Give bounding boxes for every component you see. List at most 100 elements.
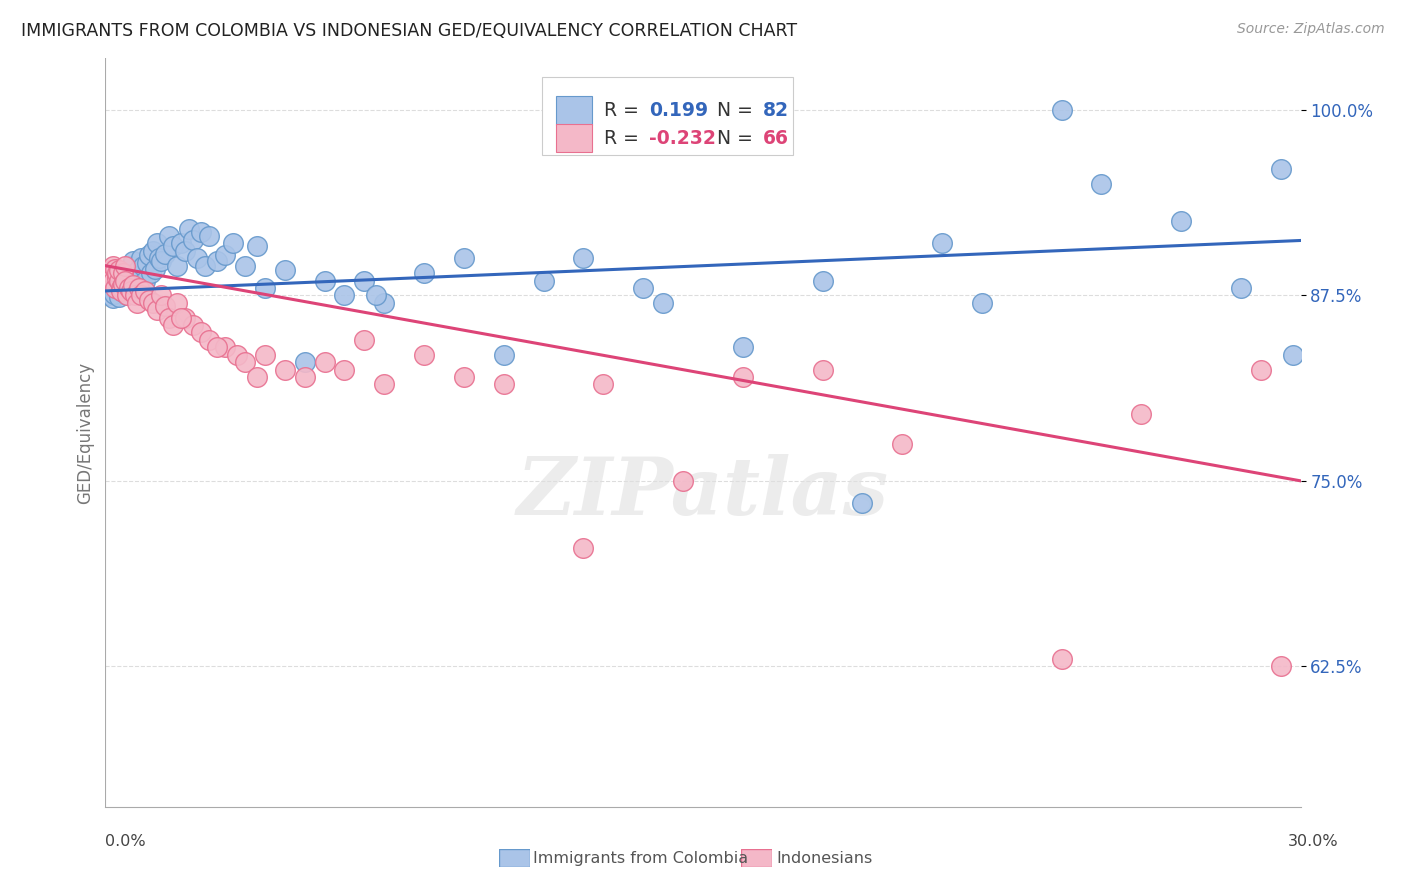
Point — [314, 274, 336, 288]
Point — [177, 221, 201, 235]
FancyBboxPatch shape — [555, 96, 592, 125]
Point — [98, 281, 121, 295]
Point — [166, 259, 188, 273]
Point — [134, 284, 156, 298]
Point — [194, 259, 217, 273]
Point — [148, 252, 170, 266]
Point — [108, 263, 131, 277]
Point — [366, 288, 388, 302]
Point — [1270, 659, 1292, 673]
Point — [633, 281, 655, 295]
Point — [150, 254, 173, 268]
Point — [101, 274, 124, 288]
Point — [492, 377, 515, 392]
Point — [273, 362, 295, 376]
Point — [150, 288, 173, 302]
Point — [110, 272, 132, 286]
Point — [153, 247, 177, 261]
Point — [592, 377, 614, 392]
Point — [142, 244, 165, 258]
FancyBboxPatch shape — [555, 124, 592, 153]
Point — [811, 274, 834, 288]
Point — [132, 259, 155, 273]
Point — [112, 266, 135, 280]
Point — [246, 239, 269, 253]
Point — [572, 252, 595, 266]
Point — [146, 236, 169, 251]
Text: IMMIGRANTS FROM COLOMBIA VS INDONESIAN GED/EQUIVALENCY CORRELATION CHART: IMMIGRANTS FROM COLOMBIA VS INDONESIAN G… — [21, 22, 797, 40]
Point — [170, 310, 193, 325]
Point — [153, 299, 177, 313]
Point — [205, 254, 228, 268]
Point — [413, 266, 436, 280]
Point — [104, 261, 127, 276]
Point — [294, 370, 316, 384]
Point — [246, 370, 269, 384]
Point — [731, 370, 754, 384]
Point — [121, 281, 143, 295]
Point — [174, 310, 197, 325]
Text: Source: ZipAtlas.com: Source: ZipAtlas.com — [1237, 22, 1385, 37]
Point — [205, 340, 228, 354]
Point — [98, 284, 121, 298]
Point — [214, 248, 236, 262]
Point — [157, 229, 180, 244]
Point — [124, 288, 146, 302]
Point — [1250, 362, 1272, 376]
Point — [222, 236, 245, 251]
Point — [127, 277, 149, 292]
Point — [107, 274, 129, 288]
Point — [118, 282, 141, 296]
Point — [413, 348, 436, 362]
Point — [101, 291, 124, 305]
Point — [353, 333, 375, 347]
Text: Indonesians: Indonesians — [776, 851, 872, 865]
Point — [186, 252, 208, 266]
Point — [118, 281, 141, 295]
Point — [233, 355, 256, 369]
Point — [112, 277, 135, 291]
Point — [96, 274, 118, 288]
Point — [1050, 103, 1073, 117]
Point — [117, 288, 139, 302]
Point — [124, 274, 146, 288]
Point — [100, 263, 122, 277]
Y-axis label: GED/Equivalency: GED/Equivalency — [76, 361, 94, 504]
Point — [120, 284, 142, 298]
Point — [273, 263, 295, 277]
Point — [851, 496, 873, 510]
Point — [114, 274, 136, 288]
Point — [117, 263, 139, 277]
Point — [811, 362, 834, 376]
Point — [117, 275, 139, 289]
Point — [128, 281, 150, 295]
Point — [453, 252, 475, 266]
Point — [138, 248, 160, 262]
Point — [107, 266, 129, 280]
Point — [198, 333, 221, 347]
Point — [111, 266, 134, 280]
Point — [110, 281, 132, 295]
Point — [1130, 407, 1153, 421]
Point — [190, 225, 212, 239]
Point — [1270, 162, 1292, 177]
Point — [97, 266, 120, 280]
Text: 30.0%: 30.0% — [1288, 834, 1339, 849]
FancyBboxPatch shape — [541, 77, 793, 155]
Point — [253, 348, 276, 362]
Point — [373, 295, 395, 310]
Point — [233, 259, 256, 273]
Point — [891, 436, 914, 450]
Point — [104, 281, 127, 295]
Point — [1090, 177, 1112, 191]
Point — [731, 340, 754, 354]
Point — [103, 281, 125, 295]
Point — [157, 310, 180, 325]
Point — [120, 270, 142, 285]
Point — [111, 285, 134, 300]
Point — [652, 295, 675, 310]
Point — [124, 266, 146, 280]
Point — [108, 277, 131, 291]
Point — [129, 288, 153, 302]
Point — [294, 355, 316, 369]
